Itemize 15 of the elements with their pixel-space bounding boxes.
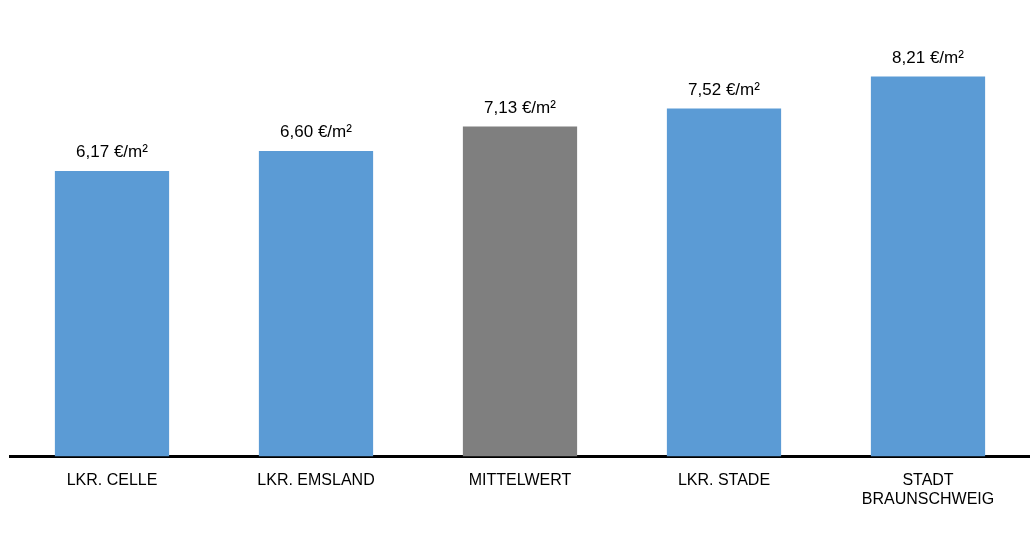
data-label: 6,17 €/m² xyxy=(76,142,149,162)
bar xyxy=(462,126,578,457)
bar xyxy=(54,171,170,457)
data-label: 7,13 €/m² xyxy=(484,97,557,117)
x-tick-label: LKR. STADE xyxy=(677,470,771,488)
bar xyxy=(258,151,374,457)
data-label: 8,21 €/m² xyxy=(892,47,965,67)
x-tick-label: STADT BRAUNSCHWEIG xyxy=(861,470,995,507)
bar xyxy=(870,76,986,457)
bar xyxy=(666,108,782,457)
data-label: 6,60 €/m² xyxy=(280,122,353,142)
x-tick-label: LKR. CELLE xyxy=(66,470,158,488)
x-tick-label: MITTELWERT xyxy=(468,470,572,488)
x-tick-label: LKR. EMSLAND xyxy=(257,470,375,488)
data-label: 7,52 €/m² xyxy=(688,79,761,99)
